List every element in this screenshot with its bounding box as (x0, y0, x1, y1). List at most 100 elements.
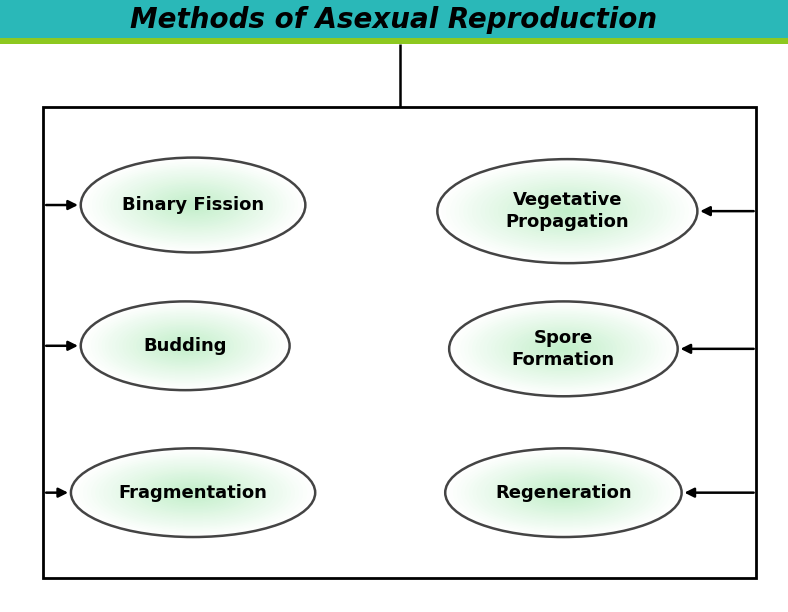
Ellipse shape (154, 332, 217, 359)
Ellipse shape (464, 308, 663, 390)
Text: Fragmentation: Fragmentation (119, 483, 267, 502)
Ellipse shape (129, 322, 241, 370)
Ellipse shape (91, 306, 279, 386)
Ellipse shape (453, 451, 674, 534)
Ellipse shape (485, 178, 649, 244)
Ellipse shape (87, 454, 299, 531)
Ellipse shape (84, 159, 302, 251)
Ellipse shape (457, 305, 670, 393)
Ellipse shape (98, 309, 272, 382)
Ellipse shape (545, 341, 582, 357)
Ellipse shape (506, 325, 620, 373)
Ellipse shape (110, 170, 276, 240)
Ellipse shape (116, 465, 270, 521)
Ellipse shape (449, 450, 678, 536)
Ellipse shape (133, 324, 237, 368)
Ellipse shape (503, 185, 632, 237)
Bar (0, 0, 788, 40)
Bar (43, 107, 756, 578)
Ellipse shape (467, 171, 667, 251)
Ellipse shape (79, 451, 307, 534)
Ellipse shape (533, 197, 602, 225)
Ellipse shape (155, 189, 230, 221)
Ellipse shape (453, 303, 674, 395)
Ellipse shape (122, 175, 264, 235)
Ellipse shape (508, 472, 619, 513)
Ellipse shape (476, 313, 651, 385)
Ellipse shape (180, 488, 205, 497)
Ellipse shape (524, 478, 603, 507)
Ellipse shape (498, 184, 637, 239)
Bar (0, 38, 788, 44)
Ellipse shape (550, 204, 585, 218)
Ellipse shape (483, 316, 643, 382)
Ellipse shape (532, 481, 595, 504)
Ellipse shape (118, 173, 268, 237)
Ellipse shape (136, 472, 250, 513)
Ellipse shape (528, 196, 607, 227)
Ellipse shape (167, 194, 219, 216)
Ellipse shape (552, 488, 575, 497)
Ellipse shape (148, 476, 238, 509)
Ellipse shape (140, 327, 230, 365)
Ellipse shape (92, 162, 294, 248)
Ellipse shape (178, 343, 192, 349)
Ellipse shape (520, 192, 615, 230)
Ellipse shape (152, 478, 234, 507)
Ellipse shape (536, 482, 591, 503)
Ellipse shape (87, 304, 283, 387)
Ellipse shape (129, 178, 257, 232)
Ellipse shape (526, 333, 601, 365)
Ellipse shape (545, 203, 589, 220)
Ellipse shape (469, 457, 658, 528)
Ellipse shape (99, 458, 287, 527)
Ellipse shape (504, 471, 623, 515)
Ellipse shape (126, 176, 260, 233)
Ellipse shape (75, 450, 311, 536)
Ellipse shape (472, 311, 655, 387)
Ellipse shape (537, 338, 590, 360)
Ellipse shape (481, 461, 646, 524)
Ellipse shape (480, 314, 647, 384)
Ellipse shape (493, 182, 641, 241)
Ellipse shape (143, 328, 227, 364)
Ellipse shape (510, 327, 617, 371)
Ellipse shape (537, 199, 597, 223)
Ellipse shape (460, 306, 666, 392)
Ellipse shape (124, 468, 262, 518)
Ellipse shape (83, 453, 303, 532)
Ellipse shape (168, 338, 203, 353)
Ellipse shape (151, 331, 220, 360)
Ellipse shape (173, 485, 214, 500)
Text: Budding: Budding (143, 337, 227, 355)
Ellipse shape (137, 181, 249, 229)
Ellipse shape (520, 476, 607, 509)
Ellipse shape (122, 319, 247, 372)
Ellipse shape (529, 335, 597, 363)
Ellipse shape (112, 463, 274, 522)
Ellipse shape (132, 471, 254, 515)
Ellipse shape (437, 159, 697, 263)
Ellipse shape (556, 490, 571, 496)
Ellipse shape (491, 319, 636, 379)
Ellipse shape (563, 209, 571, 213)
Ellipse shape (465, 456, 662, 529)
Ellipse shape (156, 479, 230, 506)
Ellipse shape (468, 309, 659, 389)
Ellipse shape (541, 201, 593, 222)
Ellipse shape (185, 490, 201, 496)
Ellipse shape (446, 163, 689, 259)
Ellipse shape (182, 200, 204, 210)
Ellipse shape (481, 176, 654, 246)
Ellipse shape (84, 303, 286, 389)
Ellipse shape (171, 340, 199, 352)
Ellipse shape (71, 448, 315, 537)
Ellipse shape (126, 321, 244, 371)
Ellipse shape (186, 202, 200, 208)
Ellipse shape (144, 184, 242, 226)
Ellipse shape (147, 329, 224, 362)
Ellipse shape (441, 161, 693, 261)
Ellipse shape (503, 324, 624, 374)
Ellipse shape (459, 168, 675, 255)
Ellipse shape (161, 481, 225, 504)
